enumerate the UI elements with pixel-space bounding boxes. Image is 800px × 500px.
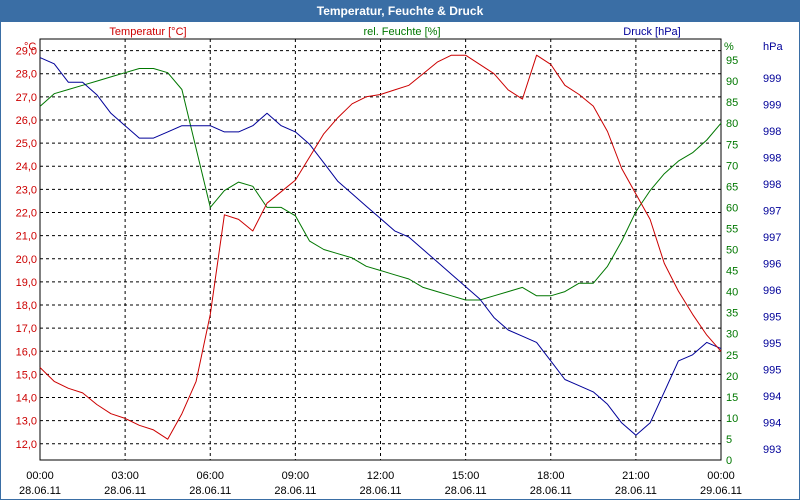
pressure-axis-ticks: 999 999 998 998 998 997 997 996 996 995 995 995 994 9… (763, 73, 781, 456)
temperature-tick-label: 26,0 (16, 115, 37, 127)
temperature-tick-label: 21,0 (16, 231, 37, 243)
pressure-tick-label: 999 (763, 100, 781, 112)
time-tick-label: 18:00 (537, 470, 565, 482)
temperature-tick-label: 16,0 (16, 346, 37, 358)
pressure-tick-label: 999 (763, 73, 781, 85)
date-tick-label: 28.06.11 (445, 485, 487, 497)
humidity-tick-label: 25 (726, 350, 738, 362)
humidity-tick-label: 65 (726, 181, 738, 193)
humidity-tick-label: 30 (726, 329, 738, 341)
time-tick-label: 21:00 (622, 470, 650, 482)
temperature-tick-label: 18,0 (16, 300, 37, 312)
time-tick-label: 09:00 (282, 470, 310, 482)
pressure-tick-label: 997 (763, 206, 781, 218)
humidity-tick-label: 35 (726, 308, 738, 320)
temperature-tick-label: 24,0 (16, 161, 37, 173)
humidity-tick-label: 20 (726, 371, 738, 383)
time-tick-label: 00:00 (707, 470, 735, 482)
pressure-tick-label: 998 (763, 153, 781, 165)
date-tick-label: 28.06.11 (530, 485, 572, 497)
temperature-tick-label: 28,0 (16, 69, 37, 81)
pressure-line (39, 57, 722, 436)
pressure-tick-label: 994 (763, 418, 781, 430)
humidity-tick-label: 90 (726, 76, 738, 88)
humidity-tick-label: 5 (726, 434, 732, 446)
temperature-line (39, 54, 722, 440)
humidity-tick-label: 55 (726, 223, 738, 235)
humidity-tick-label: 70 (726, 160, 738, 172)
series-lines (39, 54, 722, 440)
temperature-series-label: Temperatur [°C] (109, 26, 186, 38)
date-tick-label: 28.06.11 (274, 485, 316, 497)
temperature-tick-label: 19,0 (16, 277, 37, 289)
temperature-tick-label: 23,0 (16, 184, 37, 196)
date-tick-label: 28.06.11 (104, 485, 146, 497)
humidity-tick-label: 15 (726, 392, 738, 404)
grid (40, 39, 721, 460)
date-tick-label: 29.06.11 (700, 485, 742, 497)
temperature-unit-label: °C (24, 41, 36, 53)
humidity-tick-label: 10 (726, 413, 738, 425)
pressure-tick-label: 995 (763, 365, 781, 377)
pressure-tick-label: 998 (763, 126, 781, 138)
date-tick-label: 28.06.11 (19, 485, 61, 497)
pressure-unit-label: hPa (763, 41, 783, 53)
time-tick-label: 00:00 (26, 470, 54, 482)
date-tick-label: 28.06.11 (359, 485, 401, 497)
humidity-tick-label: 60 (726, 202, 738, 214)
time-tick-label: 12:00 (367, 470, 395, 482)
humidity-tick-label: 0 (726, 455, 732, 467)
humidity-line (39, 68, 722, 301)
date-tick-label: 28.06.11 (615, 485, 657, 497)
temperature-tick-label: 25,0 (16, 138, 37, 150)
pressure-tick-label: 996 (763, 285, 781, 297)
pressure-tick-label: 995 (763, 338, 781, 350)
humidity-tick-label: 95 (726, 55, 738, 67)
time-axis-ticks: 00:00 28.06.11 03:00 28.06.11 06:00 28.06.11 0… (19, 470, 742, 497)
temperature-tick-label: 27,0 (16, 92, 37, 104)
time-tick-label: 15:00 (452, 470, 480, 482)
temperature-tick-label: 29,0 (16, 46, 37, 58)
pressure-tick-label: 997 (763, 232, 781, 244)
date-tick-label: 28.06.11 (189, 485, 231, 497)
pressure-tick-label: 996 (763, 259, 781, 271)
humidity-tick-label: 80 (726, 118, 738, 130)
temperature-tick-label: 17,0 (16, 323, 37, 335)
humidity-tick-label: 85 (726, 97, 738, 109)
humidity-unit-label: % (724, 41, 734, 53)
window-title: Temperatur, Feuchte & Druck (1, 1, 799, 22)
time-tick-label: 06:00 (196, 470, 224, 482)
time-tick-label: 03:00 (111, 470, 139, 482)
temperature-tick-label: 13,0 (16, 416, 37, 428)
plot-area (39, 38, 722, 461)
humidity-tick-label: 45 (726, 266, 738, 278)
pressure-series-label: Druck [hPa] (623, 26, 680, 38)
temperature-tick-label: 20,0 (16, 254, 37, 266)
pressure-tick-label: 998 (763, 179, 781, 191)
pressure-tick-label: 995 (763, 312, 781, 324)
humidity-tick-label: 50 (726, 245, 738, 257)
humidity-series-label: rel. Feuchte [%] (363, 26, 440, 38)
temperature-tick-label: 22,0 (16, 207, 37, 219)
pressure-tick-label: 993 (763, 444, 781, 456)
temperature-tick-label: 15,0 (16, 369, 37, 381)
humidity-tick-label: 75 (726, 139, 738, 151)
humidity-tick-label: 40 (726, 287, 738, 299)
pressure-tick-label: 994 (763, 391, 781, 403)
temperature-tick-label: 14,0 (16, 393, 37, 405)
temperature-axis-ticks: 29,0 28,0 27,0 26,0 25,0 24,0 23,0 22,0 21,0 20,0… (16, 46, 37, 451)
temperature-tick-label: 12,0 (16, 439, 37, 451)
